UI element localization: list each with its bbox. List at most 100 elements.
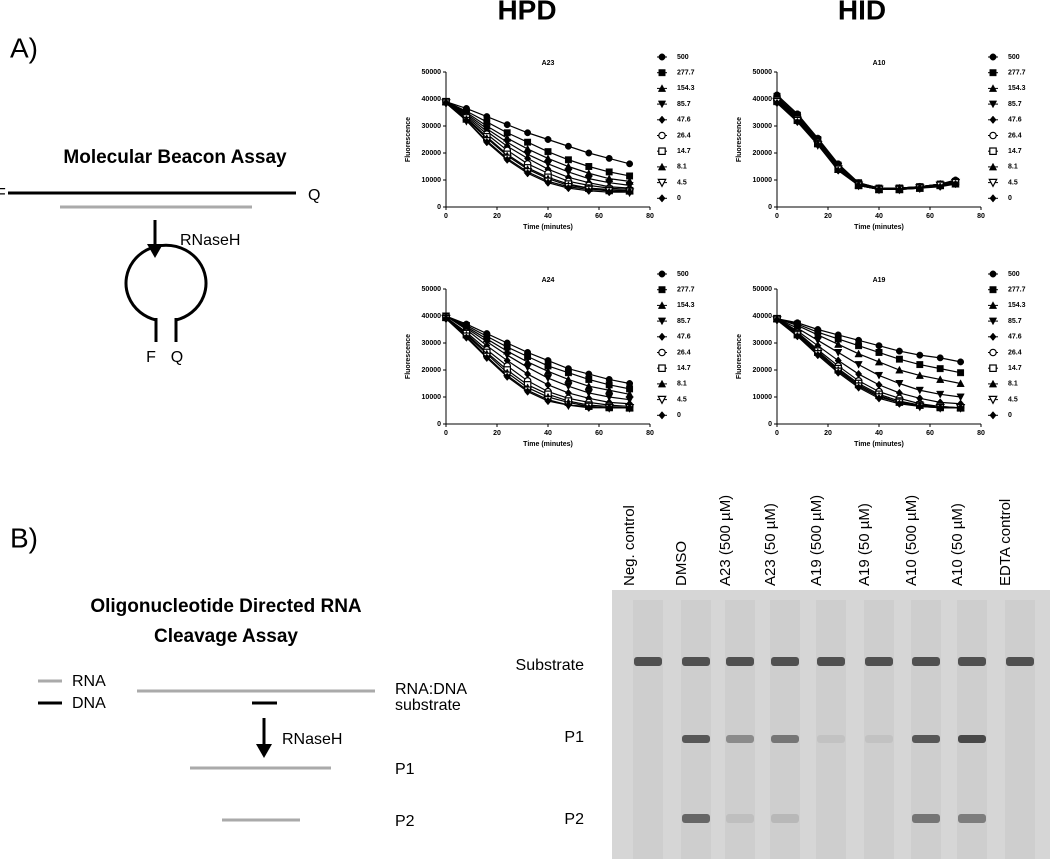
marker (605, 154, 613, 162)
legend-label: DNA (72, 695, 106, 712)
series-line (776, 319, 961, 409)
y-tick-label: 0 (768, 204, 772, 211)
series-line (445, 101, 630, 192)
marker (936, 354, 944, 362)
marker (834, 368, 842, 377)
x-tick-label: 20 (824, 213, 832, 220)
legend-marker (988, 100, 998, 109)
marker (875, 380, 883, 390)
marker (875, 394, 883, 403)
series-line (776, 98, 956, 191)
series-line (776, 101, 956, 191)
legend-label: RNA (72, 673, 106, 690)
series-line (776, 102, 956, 191)
marker (626, 403, 634, 412)
lane-label: A19 (500 µM) (808, 495, 825, 586)
legend-label: 14.7 (677, 148, 691, 155)
y-tick-label: 30000 (753, 340, 773, 347)
legend-marker (989, 69, 997, 77)
series-line (445, 315, 630, 395)
marker (895, 185, 903, 194)
legend-label: 85.7 (677, 318, 691, 325)
y-tick-label: 40000 (422, 96, 442, 103)
x-tick-label: 60 (926, 213, 934, 220)
x-tick-label: 60 (595, 213, 603, 220)
y-axis-label: Fluorescence (405, 334, 412, 379)
marker (585, 163, 593, 170)
gel-band (634, 657, 662, 666)
legend-marker (657, 317, 667, 326)
legend-label: 4.5 (677, 179, 687, 186)
gel-band (912, 657, 940, 666)
gel-band (726, 735, 754, 743)
series-line (776, 101, 956, 191)
legend-marker (657, 84, 667, 92)
legend-label: 26.4 (677, 132, 691, 139)
marker (605, 168, 613, 176)
legend-marker (658, 131, 666, 140)
legend-marker (988, 379, 998, 388)
y-tick-label: 20000 (422, 150, 442, 157)
diagram-title: Cleavage Assay (154, 626, 298, 647)
marker (936, 365, 944, 373)
series-line (776, 98, 956, 191)
series-line (776, 99, 956, 191)
gel-lane (770, 600, 800, 859)
x-tick-label: 60 (926, 430, 934, 437)
marker (626, 160, 634, 168)
gel-band (771, 814, 799, 823)
legend-label: 26.4 (677, 349, 691, 356)
y-tick-label: 20000 (422, 367, 442, 374)
legend-label: 4.5 (1008, 179, 1018, 186)
y-tick-label: 10000 (753, 177, 773, 184)
marker (605, 187, 613, 197)
series-line (776, 318, 961, 409)
marker (936, 403, 944, 412)
legend-label: 0 (677, 412, 681, 419)
panel-label: A) (10, 32, 38, 63)
marker (564, 168, 573, 177)
marker (951, 179, 960, 189)
marker (544, 136, 552, 143)
x-tick-label: 40 (544, 213, 552, 220)
marker (895, 399, 903, 408)
legend-marker (657, 100, 667, 109)
legend-label: 277.7 (677, 287, 695, 294)
series-line (445, 102, 630, 193)
legend-marker (989, 194, 997, 203)
marker (957, 358, 965, 366)
y-axis-label: Fluorescence (405, 117, 412, 162)
legend-marker (658, 147, 666, 156)
x-tick-label: 80 (977, 430, 985, 437)
marker (605, 386, 614, 394)
x-tick-label: 40 (875, 213, 883, 220)
product-label: P2 (395, 813, 415, 830)
marker (916, 361, 924, 369)
substrate-label: RNA:DNA (395, 681, 467, 698)
legend-marker (989, 348, 997, 357)
legend-label: 4.5 (677, 396, 687, 403)
lane-label: DMSO (673, 541, 690, 586)
marker (543, 367, 553, 375)
legend-label: 0 (677, 195, 681, 202)
y-tick-label: 10000 (422, 394, 442, 401)
marker (462, 333, 470, 342)
legend-label: 500 (1008, 54, 1020, 61)
legend-marker (658, 411, 666, 420)
band-label: P2 (564, 811, 584, 828)
legend-label: 0 (1008, 195, 1012, 202)
legend-label: 47.6 (1008, 117, 1022, 124)
series-line (445, 101, 630, 189)
legend-marker (658, 332, 666, 341)
lane-label: A23 (500 µM) (717, 495, 734, 586)
gel-lane (725, 600, 755, 859)
legend-marker (989, 131, 997, 140)
series-line (776, 318, 961, 363)
series-line (776, 318, 961, 398)
y-axis-label: Fluorescence (736, 117, 743, 162)
x-axis-label: Time (minutes) (854, 224, 904, 231)
marker (793, 332, 801, 341)
marker (544, 380, 552, 390)
end-label: Q (308, 187, 320, 204)
legend-marker (989, 411, 997, 420)
